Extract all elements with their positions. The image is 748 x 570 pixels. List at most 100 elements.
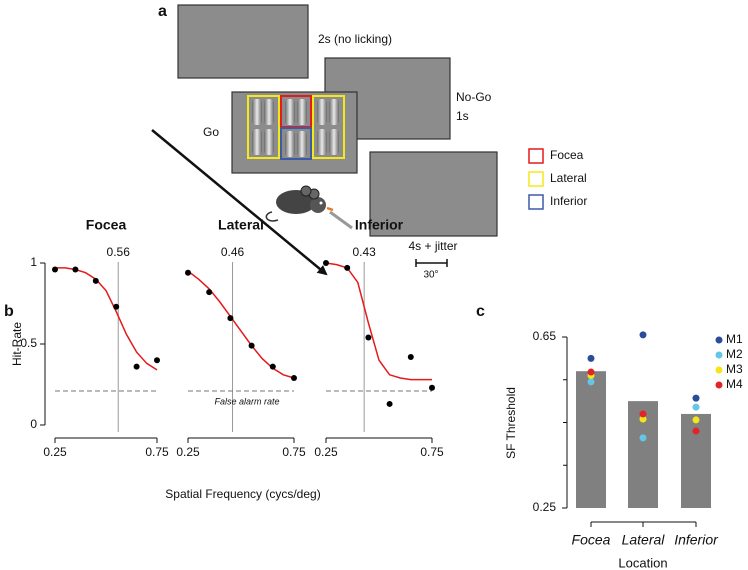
grating-bar <box>285 131 295 157</box>
legend-label: M3 <box>726 362 743 376</box>
grating-bar <box>329 99 339 125</box>
screen <box>369 151 498 237</box>
legend-marker <box>715 381 723 389</box>
legend-label: Focea <box>550 148 584 162</box>
y-tick-label: 0 <box>30 417 37 431</box>
data-point <box>154 357 160 364</box>
x-tick-label: 0.25 <box>176 445 200 459</box>
grating-bar <box>329 129 339 155</box>
region-box <box>312 95 345 159</box>
bar <box>576 371 606 508</box>
x-tick-label: 0.75 <box>420 445 444 459</box>
mouse-eye <box>319 201 323 205</box>
grating-bar <box>264 129 274 155</box>
data-point <box>407 353 414 360</box>
lick-spout <box>329 210 353 230</box>
x-axis-label: Location <box>618 555 667 570</box>
animal-dot <box>692 416 700 424</box>
animal-dot <box>639 434 647 442</box>
data-point <box>206 289 213 296</box>
grating-bar <box>297 131 307 157</box>
threshold-label: 0.56 <box>107 245 131 259</box>
animal-dot <box>587 378 595 386</box>
y-tick-label: 1 <box>30 255 37 269</box>
data-point <box>92 277 99 284</box>
legend: Focea Lateral Inferior <box>528 148 587 210</box>
subplot-title: Lateral <box>218 217 264 233</box>
subplot-title: Focea <box>86 217 127 233</box>
grating-bar <box>285 99 295 125</box>
legend-label: M4 <box>726 377 743 391</box>
data-point <box>365 334 372 341</box>
step-label: 1s <box>456 109 469 123</box>
legend-label: Lateral <box>550 171 587 185</box>
step-label: Go <box>203 125 219 139</box>
data-point <box>72 266 79 273</box>
data-point <box>52 266 58 273</box>
y-tick-label: 0.25 <box>533 500 557 514</box>
y-tick-label: 0.65 <box>533 329 557 343</box>
x-tick-label: Focea <box>572 532 611 548</box>
time-arrow <box>151 129 328 276</box>
false-alarm-label: False alarm rate <box>214 396 279 406</box>
legend-label: Inferior <box>550 194 587 208</box>
x-tick-label: 0.25 <box>314 445 338 459</box>
grating-bar <box>317 99 327 125</box>
y-axis-label: SF Threshold <box>504 387 518 459</box>
mouse <box>265 185 353 230</box>
data-point <box>323 260 329 266</box>
data-point <box>248 342 255 349</box>
animal-dot <box>587 354 595 362</box>
data-point <box>185 269 191 276</box>
mouse-tail <box>265 211 279 222</box>
data-point <box>429 384 435 391</box>
screen <box>177 4 309 79</box>
mouse-tongue <box>326 206 334 212</box>
x-tick-label: 0.75 <box>282 445 306 459</box>
legend-swatch <box>528 194 544 210</box>
legend-marker <box>715 351 723 359</box>
x-tick-label: Lateral <box>622 532 666 548</box>
legend-label: M2 <box>726 347 743 361</box>
y-tick-label: 0.5 <box>20 336 37 350</box>
legend-swatch <box>528 171 544 187</box>
x-axis-label: Spatial Frequency (cycs/deg) <box>165 487 320 501</box>
legend-marker <box>715 336 723 344</box>
animal-dot <box>639 415 647 423</box>
mouse-ear <box>300 185 312 197</box>
data-point <box>386 400 393 407</box>
threshold-label: 0.43 <box>352 245 376 259</box>
panel-label: c <box>476 303 485 320</box>
step-label: No-Go <box>456 90 492 104</box>
x-tick-label: Inferior <box>674 532 719 548</box>
panel-label: a <box>158 3 167 20</box>
animal-dot <box>587 368 595 376</box>
legend-swatch <box>528 148 544 164</box>
x-tick-label: 0.75 <box>145 445 169 459</box>
y-axis-label: Hit-Rate <box>10 322 24 366</box>
subplot-title: Inferior <box>355 217 404 233</box>
animal-dot <box>692 427 700 435</box>
fit-curve <box>187 270 295 379</box>
fit-curve <box>55 267 158 371</box>
animal-dot <box>639 331 647 339</box>
grating-bar <box>252 99 262 125</box>
data-point <box>133 363 140 370</box>
data-point <box>269 363 276 370</box>
step-label: 4s + jitter <box>408 239 457 253</box>
data-point <box>227 315 234 322</box>
mouse-head <box>310 197 326 213</box>
grating-bar <box>252 129 262 155</box>
legend-label: M1 <box>726 332 743 346</box>
animal-dot <box>639 410 647 418</box>
step-label: 2s (no licking) <box>318 32 392 46</box>
legend-marker <box>715 366 723 374</box>
data-point <box>291 375 297 382</box>
grating-bar <box>297 99 307 125</box>
animal-dot <box>692 403 700 411</box>
data-point <box>113 303 120 310</box>
grating-bar <box>317 129 327 155</box>
threshold-label: 0.46 <box>221 245 245 259</box>
